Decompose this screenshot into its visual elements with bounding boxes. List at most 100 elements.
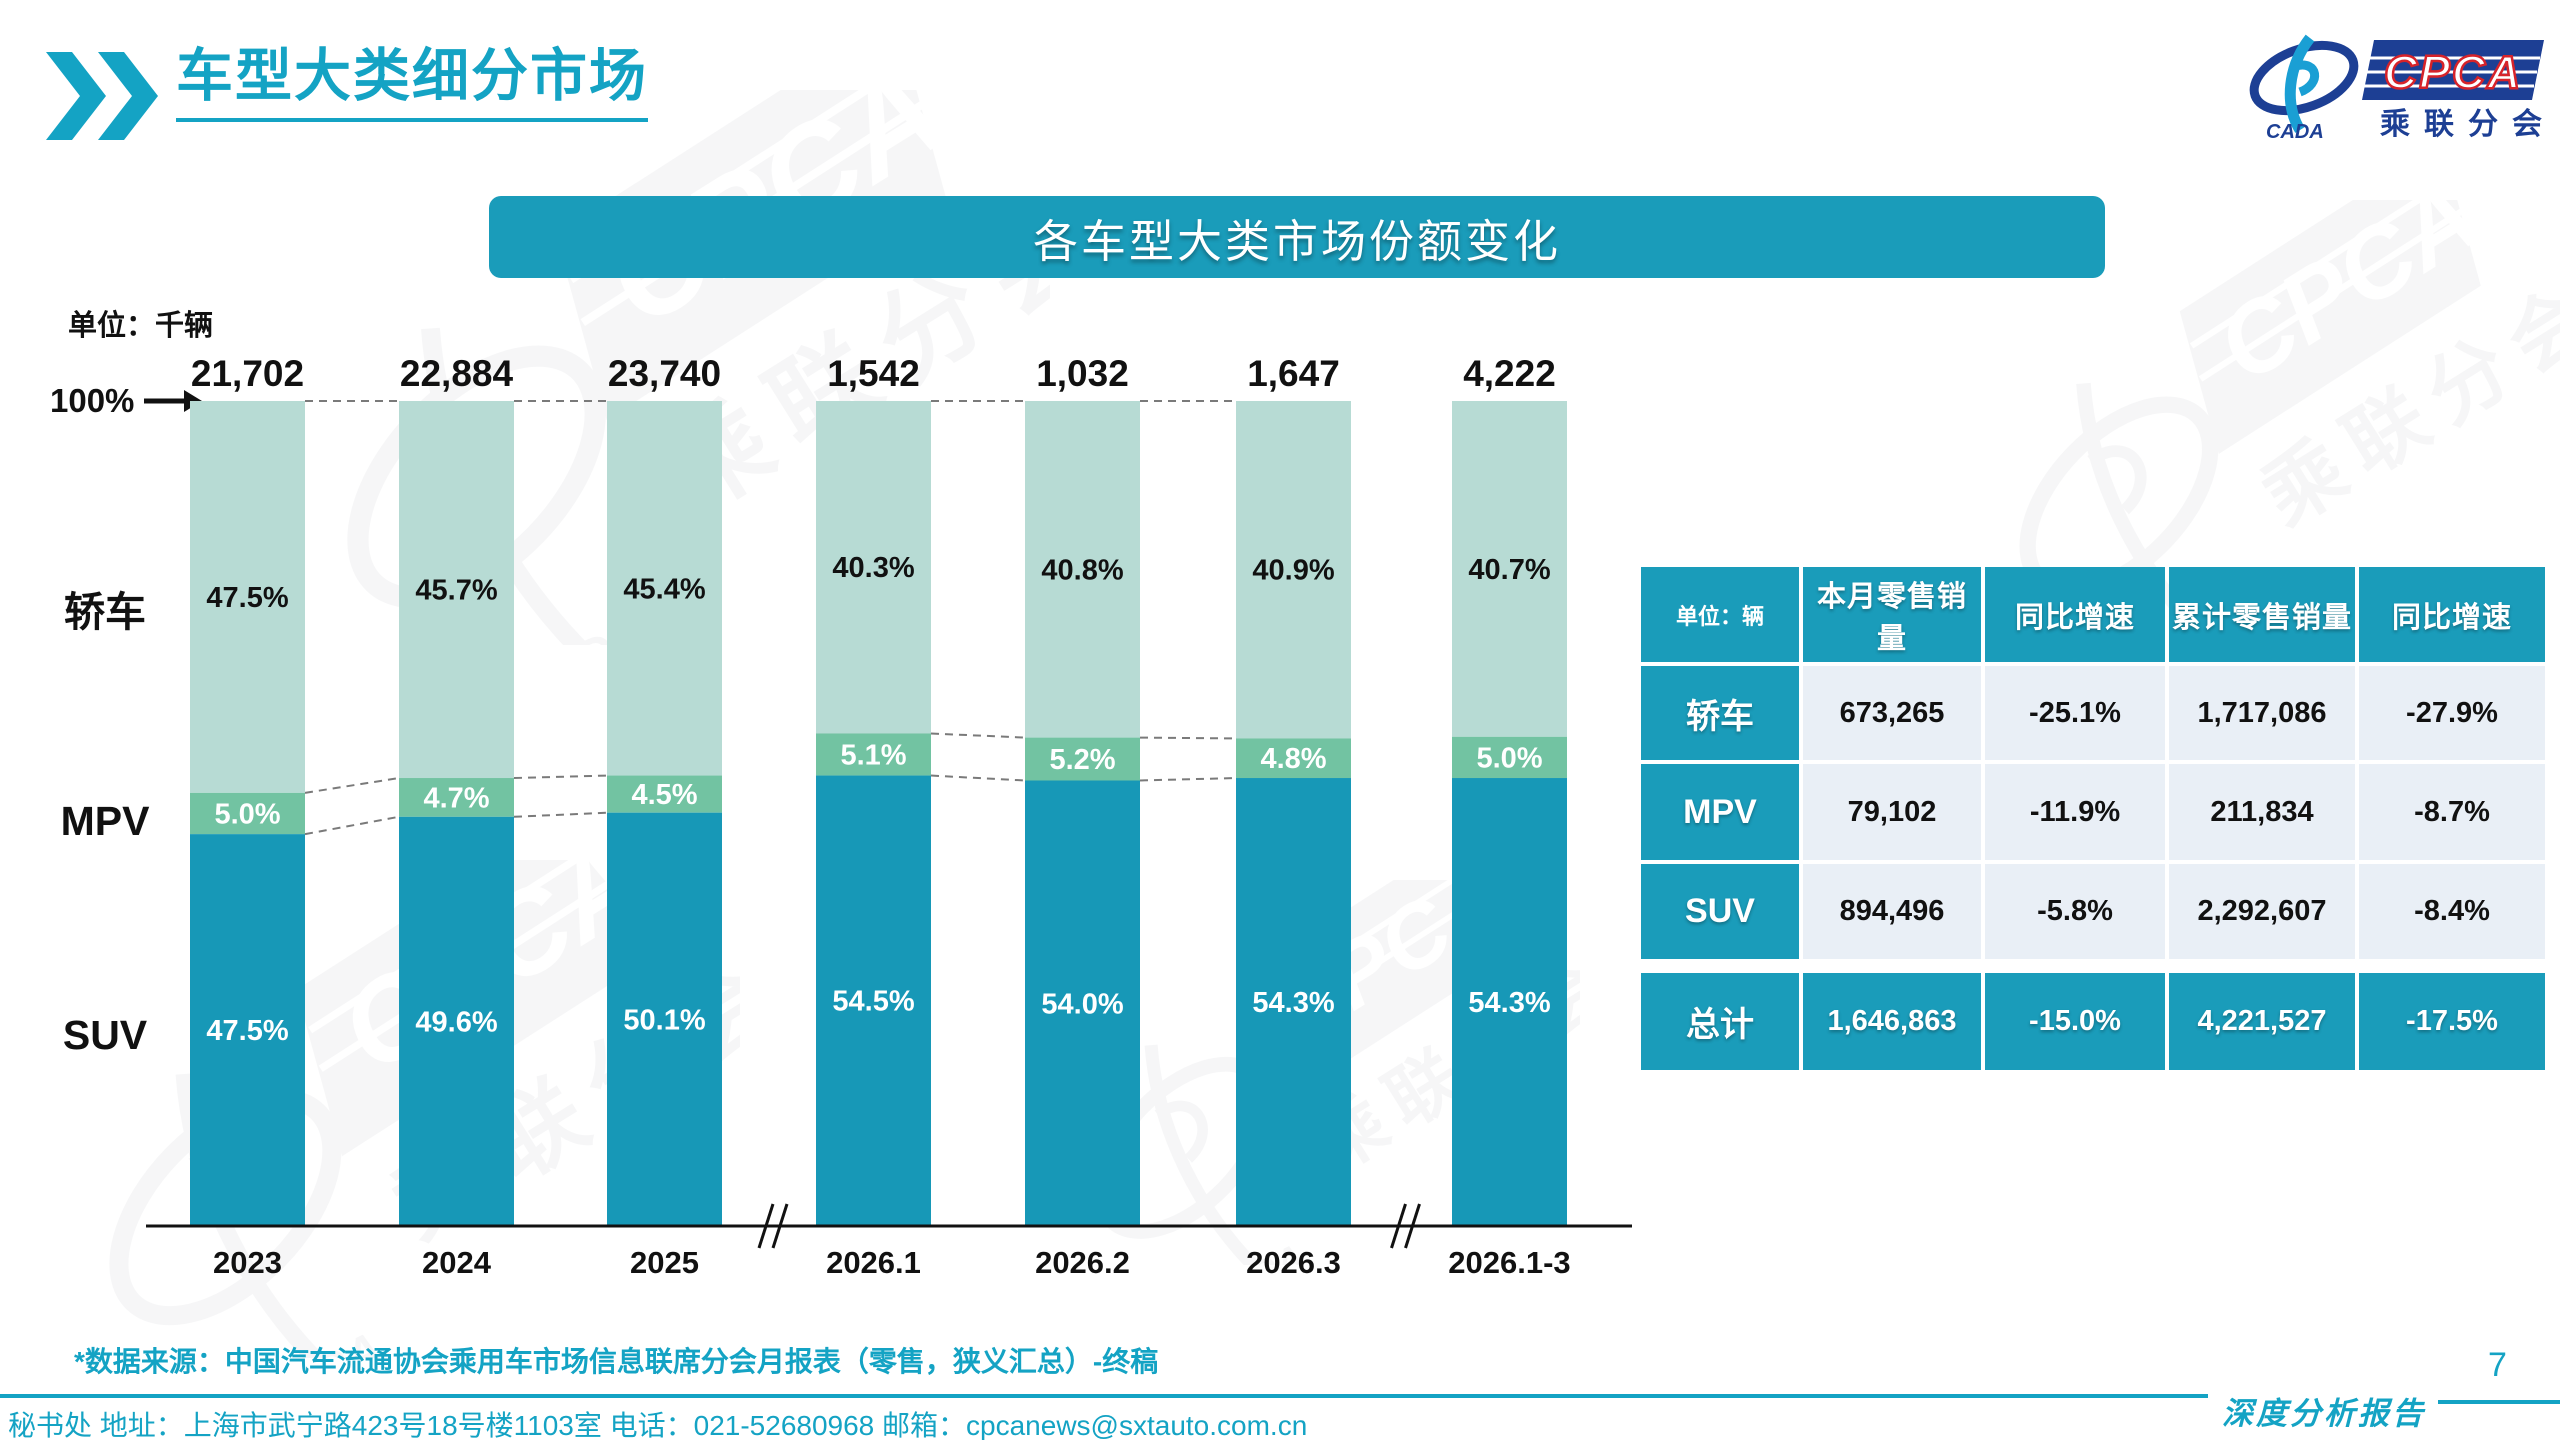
bar-total-label: 21,702: [191, 353, 304, 394]
bar-segment-SUV: [1025, 780, 1140, 1226]
unit-label: 单位：千辆: [68, 310, 214, 342]
bar-total-label: 1,647: [1247, 353, 1340, 394]
table-header-cell: 同比增速: [1985, 567, 2165, 662]
dashed-connector-line: [930, 732, 1026, 739]
svg-text:乘联分会: 乘联分会: [2247, 262, 2560, 542]
svg-text:CPCA: CPCA: [2198, 200, 2498, 404]
table-cell: -17.5%: [2359, 973, 2545, 1070]
table-row: 总计 1,646,863 -15.0% 4,221,527 -17.5%: [1641, 973, 2545, 1070]
chart-banner: 各车型大类市场份额变化: [489, 196, 2105, 278]
double-chevron-icon: [46, 52, 158, 140]
percent-label: 4.5%: [631, 779, 697, 811]
table-cell: -8.7%: [2359, 764, 2545, 860]
table-cell: 2,292,607: [2169, 864, 2355, 959]
svg-text:CPCA: CPCA: [2384, 46, 2522, 98]
table-row: 单位：辆 本月零售销量 同比增速 累计零售销量 同比增速: [1641, 567, 2545, 662]
bar-segment-MPV: [1025, 737, 1140, 781]
bar-segment-轿车: [399, 401, 514, 779]
table-cell: -5.8%: [1985, 864, 2165, 959]
logo-subtitle: 乘联分会: [2380, 108, 2548, 141]
table-cell: 79,102: [1803, 764, 1981, 860]
axis-break-icon: [1404, 1203, 1421, 1249]
cpca-wordmark: CPCA 乘联分会: [2362, 40, 2548, 141]
axis-break-icon: [757, 1203, 775, 1249]
contact-line: 秘书处 地址：上海市武宁路423号18号楼1103室 电话：021-526809…: [8, 1410, 1308, 1440]
bar-total-label: 23,740: [608, 353, 721, 394]
table-cell: 1,717,086: [2169, 666, 2355, 760]
series-label-SUV: SUV: [62, 1012, 148, 1058]
percent-label: 54.0%: [1041, 988, 1123, 1020]
bar-segment-MPV: [816, 733, 931, 776]
percent-label: 54.3%: [1468, 987, 1550, 1019]
bar-total-label: 4,222: [1463, 353, 1556, 394]
percent-label: 5.0%: [1476, 742, 1542, 774]
dashed-connector-line: [513, 811, 608, 818]
percent-label: 45.4%: [623, 573, 705, 605]
dashed-connector-line: [304, 777, 400, 794]
table-unit-header: 单位：辆: [1641, 567, 1799, 662]
percent-label: 5.1%: [840, 740, 906, 772]
table-row: 轿车 673,265 -25.1% 1,717,086 -27.9%: [1641, 666, 2545, 760]
percent-label: 50.1%: [623, 1004, 705, 1036]
table-cell: -15.0%: [1985, 973, 2165, 1070]
table-cell: 211,834: [2169, 764, 2355, 860]
series-label-轿车: 轿车: [64, 589, 146, 635]
percent-label: 4.7%: [423, 782, 489, 814]
bar-segment-SUV: [1236, 778, 1351, 1226]
table-row-label: MPV: [1641, 764, 1799, 860]
bar-segment-轿车: [607, 401, 722, 776]
table-row-label: 总计: [1641, 973, 1799, 1070]
page-title: 车型大类细分市场: [176, 44, 648, 122]
bar-segment-MPV: [607, 775, 722, 813]
bar-segment-MPV: [399, 778, 514, 817]
percent-label: 54.3%: [1252, 987, 1334, 1019]
stacked-bar-chart: 47.5% 5.0% 47.5% 21,702 2023 45.7% 4.7% 49.6% 22…: [146, 353, 1632, 1280]
table-header-cell: 累计零售销量: [2169, 567, 2355, 662]
bar-total-label: 22,884: [400, 353, 514, 394]
table-header-cell: 本月零售销量: [1803, 567, 1981, 662]
axis-category-label: 2026.2: [1035, 1245, 1130, 1280]
table-cell: 1,646,863: [1803, 973, 1981, 1070]
table-cell: 4,221,527: [2169, 973, 2355, 1070]
table-cell: 894,496: [1803, 864, 1981, 959]
dashed-connector-line: [1139, 777, 1237, 782]
bar-total-label: 1,542: [827, 353, 920, 394]
table-header-cell: 同比增速: [2359, 567, 2545, 662]
axis-category-label: 2026.3: [1246, 1245, 1341, 1280]
dashed-connector-line: [1139, 736, 1237, 740]
bar-segment-轿车: [1236, 401, 1351, 739]
percent-label: 47.5%: [206, 1015, 288, 1047]
percent-label: 40.7%: [1468, 554, 1550, 586]
percent-label: 40.8%: [1041, 554, 1123, 586]
table-cell: -27.9%: [2359, 666, 2545, 760]
bar-segment-SUV: [399, 816, 514, 1226]
percent-label: 4.8%: [1260, 743, 1326, 775]
percent-label: 40.3%: [832, 552, 914, 584]
table-cell: -8.4%: [2359, 864, 2545, 959]
bar-segment-MPV: [1452, 736, 1567, 779]
bar-segment-MPV: [190, 792, 305, 835]
bar-segment-SUV: [190, 834, 305, 1226]
percent-label: 54.5%: [832, 985, 914, 1017]
source-note: *数据来源：中国汽车流通协会乘用车市场信息联席分会月报表（零售，狭义汇总）-终稿: [74, 1346, 1159, 1377]
bar-segment-SUV: [1452, 778, 1567, 1226]
table-cell: 673,265: [1803, 666, 1981, 760]
sales-table: 单位：辆 本月零售销量 同比增速 累计零售销量 同比增速 轿车 673,265 -25.1% 1…: [1641, 567, 2545, 1070]
report-title: 深度分析报告: [2222, 1396, 2426, 1432]
axis-category-label: 2026.1: [826, 1245, 921, 1280]
table-row-label: 轿车: [1641, 666, 1799, 760]
bar-segment-SUV: [816, 775, 931, 1226]
axis-break-icon: [1390, 1203, 1407, 1249]
axis-category-label: 2024: [422, 1245, 492, 1280]
percent-label: 47.5%: [206, 582, 288, 614]
percent-label: 45.7%: [415, 575, 497, 607]
table-row: MPV 79,102 -11.9% 211,834 -8.7%: [1641, 764, 2545, 860]
cada-emblem-icon: CADA: [2249, 34, 2359, 142]
bar-segment-SUV: [607, 812, 722, 1226]
series-label-MPV: MPV: [60, 798, 150, 844]
table-cell: -11.9%: [1985, 764, 2165, 860]
dashed-connector-line: [513, 774, 608, 780]
axis-category-label: 2023: [213, 1245, 282, 1280]
dashed-connector-line: [304, 815, 400, 836]
percent-label: 5.2%: [1049, 744, 1115, 776]
